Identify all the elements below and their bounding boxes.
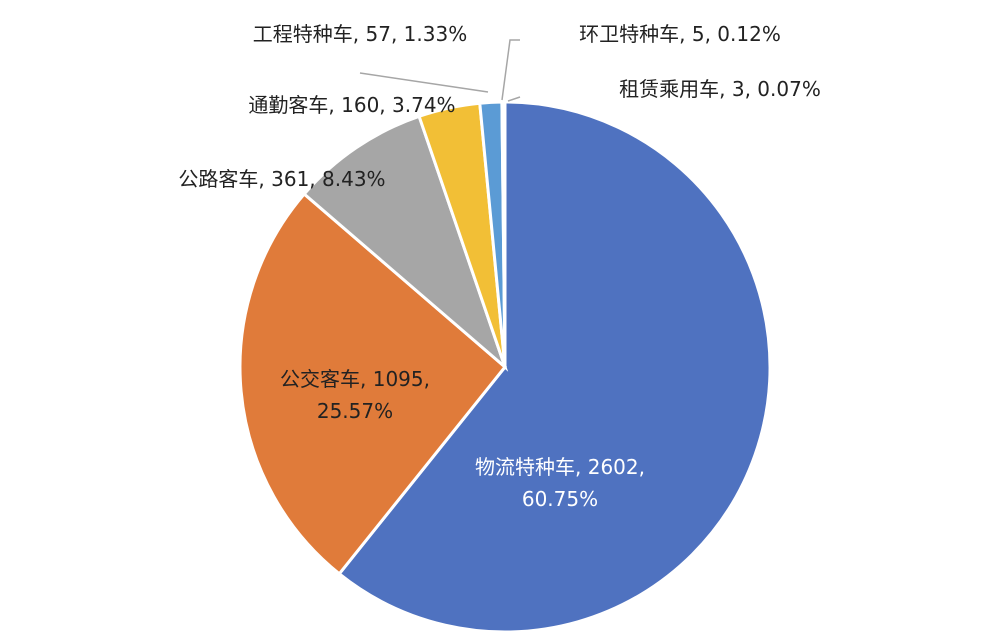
data-label-1-line-1: 物流特种车, 2602, [475,455,645,479]
pie-slice-2 [238,191,508,576]
data-label-1-line-2: 60.75% [522,487,598,511]
data-label-3-line-1: 公路客车, 361, 8.43% [178,167,385,191]
pie-slices [238,100,772,634]
leader-lines [359,39,521,102]
data-label-2-line-2: 25.57% [317,399,393,423]
data-label-4-line-1: 通勤客车, 160, 3.74% [248,93,455,117]
data-label-5-line-1: 工程特种车, 57, 1.33% [253,22,467,46]
leader-line-5 [359,72,489,93]
data-label-7-line-1: 租赁乘用车, 3, 0.07% [619,77,821,101]
pie-slice-7 [502,100,507,368]
data-label-6-line-1: 环卫特种车, 5, 0.12% [579,22,781,46]
pie-slice-3 [302,114,509,372]
leader-line-7 [507,96,521,102]
data-label-2-line-1: 公交客车, 1095, [280,367,430,391]
data-labels: 物流特种车, 2602, 60.75% 公交客车, 1095, 25.57% 公路客车,… [178,22,820,511]
pie-slice-1 [337,100,772,634]
leader-line-6 [501,39,520,101]
